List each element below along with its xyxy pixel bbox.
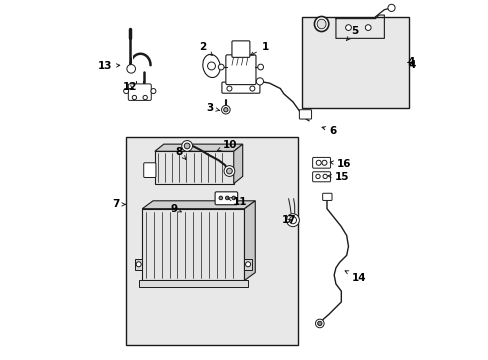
FancyBboxPatch shape — [299, 110, 311, 119]
Circle shape — [224, 166, 234, 176]
Text: 11: 11 — [227, 197, 247, 207]
Circle shape — [257, 64, 263, 70]
Text: 3: 3 — [206, 103, 219, 113]
Circle shape — [256, 78, 263, 85]
Text: 8: 8 — [175, 147, 185, 159]
FancyBboxPatch shape — [312, 172, 330, 182]
Circle shape — [249, 86, 254, 91]
FancyBboxPatch shape — [215, 192, 237, 205]
Ellipse shape — [317, 19, 325, 29]
FancyBboxPatch shape — [222, 82, 260, 93]
Text: 6: 6 — [322, 126, 336, 135]
Circle shape — [226, 168, 232, 174]
Ellipse shape — [314, 17, 328, 32]
Text: 5: 5 — [346, 26, 358, 40]
FancyBboxPatch shape — [231, 41, 249, 57]
Circle shape — [184, 143, 190, 149]
Circle shape — [225, 196, 228, 200]
Text: 9: 9 — [171, 204, 181, 214]
Circle shape — [182, 140, 192, 151]
Text: 2: 2 — [199, 42, 212, 55]
Text: 12: 12 — [123, 82, 138, 93]
FancyBboxPatch shape — [128, 84, 151, 100]
Circle shape — [132, 95, 136, 100]
Circle shape — [245, 262, 250, 267]
Text: 10: 10 — [217, 140, 237, 151]
Circle shape — [323, 174, 326, 179]
Circle shape — [317, 321, 321, 325]
Polygon shape — [155, 144, 242, 151]
Circle shape — [136, 262, 141, 267]
Circle shape — [231, 196, 235, 200]
Circle shape — [387, 4, 394, 12]
Polygon shape — [244, 259, 251, 270]
Polygon shape — [244, 201, 255, 280]
Polygon shape — [135, 259, 142, 270]
Circle shape — [316, 160, 321, 165]
Ellipse shape — [203, 54, 220, 77]
Circle shape — [207, 62, 215, 70]
Polygon shape — [233, 144, 242, 184]
Circle shape — [226, 86, 231, 91]
Circle shape — [345, 25, 351, 31]
Text: 4: 4 — [408, 59, 415, 69]
Polygon shape — [142, 201, 255, 209]
FancyBboxPatch shape — [225, 55, 255, 85]
Bar — [142, 209, 244, 280]
Circle shape — [289, 217, 296, 224]
Circle shape — [218, 64, 224, 70]
Circle shape — [365, 25, 370, 31]
Circle shape — [126, 64, 135, 73]
Text: 13: 13 — [98, 61, 120, 71]
Bar — [155, 151, 233, 184]
Circle shape — [123, 89, 128, 94]
Text: 14: 14 — [345, 271, 365, 283]
Circle shape — [151, 89, 156, 94]
Circle shape — [286, 214, 299, 226]
FancyBboxPatch shape — [312, 157, 330, 168]
Text: 1: 1 — [250, 42, 268, 55]
Polygon shape — [139, 280, 247, 287]
Circle shape — [142, 95, 147, 100]
Bar — [126, 137, 298, 345]
Circle shape — [223, 108, 227, 112]
Circle shape — [315, 174, 320, 179]
FancyBboxPatch shape — [143, 163, 156, 177]
Text: 16: 16 — [329, 159, 351, 169]
Circle shape — [315, 319, 324, 328]
Circle shape — [321, 160, 326, 165]
Text: 4: 4 — [407, 57, 414, 67]
FancyBboxPatch shape — [322, 193, 331, 201]
Bar — [301, 17, 408, 108]
Circle shape — [219, 196, 222, 200]
Text: 17: 17 — [282, 215, 296, 225]
Text: 15: 15 — [327, 172, 348, 182]
Text: 7: 7 — [112, 199, 125, 210]
Circle shape — [221, 105, 230, 114]
